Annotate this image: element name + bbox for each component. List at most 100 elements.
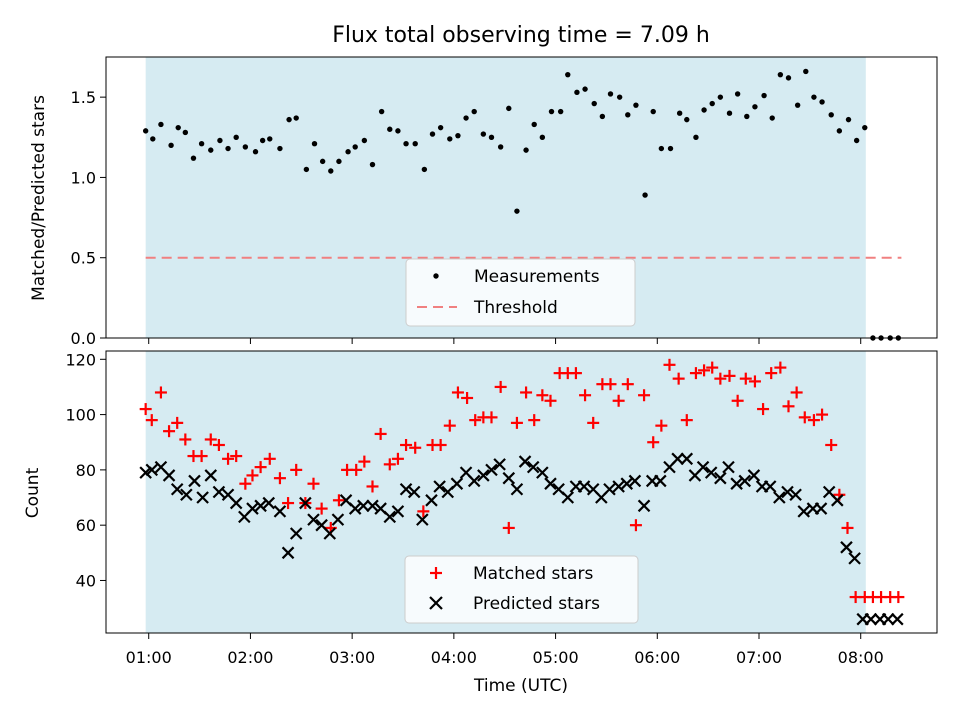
matched-star-point [230,450,243,463]
matched-star-point [391,452,404,465]
measurement-point [429,131,436,137]
measurement-point [709,100,715,107]
predicted-star-point [603,482,616,496]
predicted-star-point [526,460,540,474]
predicted-star-point [544,477,557,490]
matched-star-point [263,452,276,465]
matched-star-point [383,458,396,471]
matched-star-point [706,361,719,374]
measurement-point [352,144,358,150]
predicted-star-point [273,505,287,518]
matched-star-point [841,521,854,534]
count-y-axis: 40 60 80 100 120 [65,350,106,590]
matched-star-point [757,403,770,416]
matched-star-point [350,463,363,476]
predicted-star-point [399,482,413,496]
matched-star-point [400,439,413,451]
ratio-y-tick-label: 1.5 [71,88,96,107]
predicted-star-point [450,477,464,490]
count-y-tick-label: 40 [76,571,96,590]
predicted-star-point [561,491,575,504]
predicted-star-point [357,499,370,513]
predicted-star-point [262,496,276,510]
ratio-y-tick-label: 0.5 [71,249,96,268]
predicted-star-point [814,502,828,515]
measurement-point [693,134,699,140]
count-y-tick-label: 60 [76,516,96,535]
matched-star-point [171,416,184,429]
matched-star-point [825,439,838,451]
predicted-star-point [467,474,481,488]
ratio-y-tick-label: 0.0 [71,329,96,348]
predicted-star-point [331,513,345,526]
predicted-star-point [383,510,397,524]
measurement-point [853,137,860,144]
measurement-point [836,128,843,134]
measurement-point [625,112,631,118]
count-legend-box [404,555,639,624]
measurement-point [667,145,674,152]
measurement-point [190,155,197,161]
predicted-star-point [848,552,861,565]
legend-matched-label: Matched stars [473,564,593,584]
matched-star-point [163,425,176,438]
measurement-point [225,145,231,152]
matched-star-point [723,369,736,382]
measurement-point [395,128,401,134]
matched-star-point [663,358,676,371]
matched-star-point [204,433,217,446]
measurement-point [378,108,385,115]
measurement-point [277,145,283,152]
measurement-point [497,144,504,150]
legend-measurements-marker [433,273,439,279]
matched-star-point [510,416,523,429]
matched-star-point [179,433,192,446]
measurement-point [403,141,409,147]
predicted-star-point [891,612,904,626]
matched-star-point [774,361,787,374]
predicted-star-point [763,480,777,493]
matched-star-point [790,386,803,399]
measurement-point [607,91,614,97]
measurement-point [311,141,318,147]
matched-star-point [374,427,387,440]
matched-star-point [807,414,820,427]
predicted-star-point [246,502,259,515]
count-x-tick-label: 01:00 [126,648,172,667]
measurement-point [862,124,868,131]
measurement-point [182,129,189,136]
measurement-point [471,108,477,115]
predicted-star-point [212,485,226,499]
measurement-point [744,113,750,120]
measurement-point [557,108,564,115]
legend-matched-marker [430,567,442,579]
measurement-point [293,115,299,121]
count-x-tick-label: 04:00 [431,648,477,667]
measurement-point [369,161,376,168]
measurement-point [447,136,453,142]
measurement-point [761,92,767,99]
measurement-point [217,137,223,144]
matched-star-point [145,414,158,427]
matched-star-point [282,497,295,510]
matched-star-point [195,450,208,463]
measurement-point [242,144,249,150]
matched-star-point [544,394,557,407]
predicted-star-point [254,499,267,513]
predicted-star-point [299,496,312,510]
predicted-star-point [781,485,794,499]
count-y-tick-label: 100 [65,406,96,425]
predicted-star-point [722,460,735,474]
matched-star-point [672,372,685,385]
matched-star-point [139,403,152,416]
predicted-star-point [797,505,811,518]
measurement-point [811,94,817,100]
count-x-tick-label: 06:00 [634,648,680,667]
predicted-star-point [789,488,802,502]
measurement-point [819,99,825,105]
predicted-star-point [323,527,337,540]
matched-star-point [307,477,320,490]
count-y-tick-label: 80 [76,461,96,480]
predicted-star-point [416,513,429,526]
predicted-star-point [536,466,549,479]
